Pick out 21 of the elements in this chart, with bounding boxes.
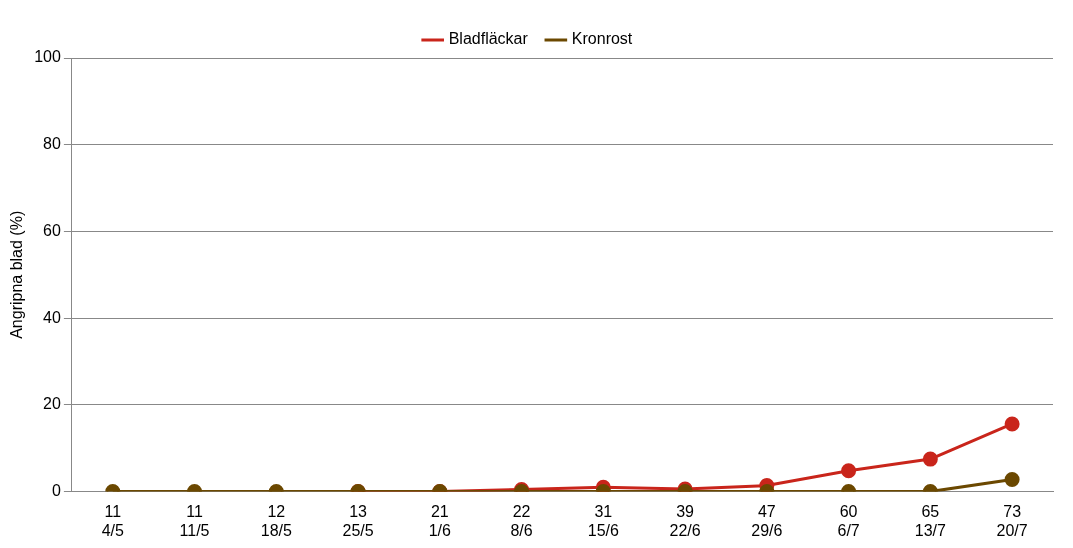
y-axis-title: Angripna blad (%) [8,210,26,339]
x-tick-label: 21 1/6 [428,502,452,539]
x-tick-label: 60 6/7 [837,502,860,539]
x-tick-label: 22 8/6 [510,502,533,539]
y-tick-label: 80 [43,135,61,153]
y-tick-label: 40 [43,308,61,326]
x-tick-label: 73 20/7 [996,502,1028,539]
x-tick-label: 31 15/6 [587,502,619,539]
x-tick-label: 12 18/5 [260,502,292,539]
y-tick-label: 100 [34,48,61,66]
y-tick-label: 60 [43,221,61,239]
legend-label: Kronrost [571,30,633,48]
y-tick-label: 20 [43,395,61,413]
legend-label: Bladfläckar [448,30,529,48]
x-tick-label: 11 4/5 [101,502,124,539]
x-tick-label: 47 29/6 [751,502,783,539]
y-tick-label: 0 [51,482,61,500]
x-tick-label: 13 25/5 [342,502,374,539]
x-tick-label: 11 11/5 [179,502,210,539]
x-tick-label: 39 22/6 [669,502,701,539]
x-tick-label: 65 13/7 [914,502,947,539]
